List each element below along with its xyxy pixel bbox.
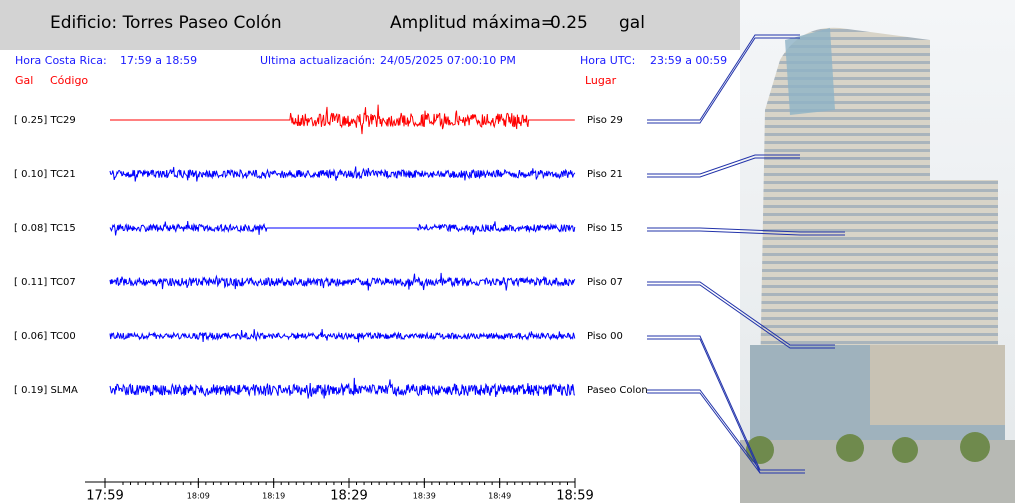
waveform <box>109 272 576 291</box>
label-part: 0.08 <box>21 223 43 234</box>
label-part: ] <box>43 169 50 180</box>
label-part: ] <box>43 385 50 396</box>
max-label: Amplitud máxima= <box>390 13 555 33</box>
max-value: 0.25 <box>550 13 588 33</box>
time-label: 18:49 <box>488 492 511 501</box>
label-part: 0.19 <box>21 385 43 396</box>
label-part: TC29 <box>49 115 75 126</box>
trace-label: [ 0.19] SLMA <box>14 385 78 396</box>
waveform <box>109 329 576 343</box>
leader-line <box>647 34 800 121</box>
label-part: SLMA <box>50 385 78 396</box>
place-label: Piso 29 <box>587 115 623 126</box>
local-range: 17:59 a 18:59 <box>120 54 197 67</box>
leader-line <box>647 230 845 236</box>
label-part: 0.06 <box>21 331 43 342</box>
label-part: ] <box>43 115 50 126</box>
max-unit: gal <box>619 13 645 33</box>
time-label: 18:29 <box>330 489 367 503</box>
time-label: 17:59 <box>86 489 123 503</box>
time-label: 18:59 <box>556 489 593 503</box>
local-label: Hora Costa Rica: <box>15 54 107 67</box>
place-label: Piso 21 <box>587 169 623 180</box>
trace-label: [ 0.11] TC07 <box>14 277 76 288</box>
building-photo <box>740 0 1015 503</box>
place-label: Piso 15 <box>587 223 623 234</box>
label-part: 0.11 <box>21 277 43 288</box>
utc-label: Hora UTC: <box>580 54 635 67</box>
label-part: [ <box>14 169 21 180</box>
leader-line <box>647 227 845 233</box>
building-title: Edificio: Torres Paseo Colón <box>50 13 282 33</box>
leader-line <box>647 389 805 471</box>
label-part: [ <box>14 115 21 126</box>
label-part: 0.25 <box>21 115 43 126</box>
waveform <box>109 166 576 182</box>
trace-label: [ 0.25] TC29 <box>14 115 76 126</box>
trace-label: [ 0.06] TC00 <box>14 331 76 342</box>
leader-line <box>647 284 835 349</box>
place-label: Paseo Colon <box>587 385 648 396</box>
code-header: Código <box>50 74 88 87</box>
leader-line <box>647 154 800 175</box>
time-label: 18:09 <box>187 492 210 501</box>
label-part: ] <box>43 223 50 234</box>
label-part: TC00 <box>49 331 75 342</box>
label-part: ] <box>43 331 50 342</box>
time-label: 18:39 <box>413 492 436 501</box>
label-part: TC15 <box>49 223 75 234</box>
place-label: Piso 00 <box>587 331 623 342</box>
place-header: Lugar <box>585 74 617 87</box>
waveform <box>109 221 576 236</box>
update-value: 24/05/2025 07:00:10 PM <box>380 54 516 67</box>
leader-line <box>647 392 805 474</box>
leader-line <box>647 281 835 346</box>
utc-range: 23:59 a 00:59 <box>650 54 727 67</box>
header-bar <box>0 0 740 50</box>
label-part: [ <box>14 223 21 234</box>
label-part: [ <box>14 277 21 288</box>
label-part: [ <box>14 331 21 342</box>
leader-line <box>647 157 800 178</box>
label-part: [ <box>14 385 21 396</box>
label-part: TC07 <box>49 277 75 288</box>
waveform <box>110 104 575 135</box>
time-label: 18:19 <box>262 492 285 501</box>
label-part: ] <box>43 277 50 288</box>
leader-line <box>647 37 800 124</box>
label-part: 0.10 <box>21 169 43 180</box>
waveform <box>109 377 576 399</box>
gal-header: Gal <box>15 74 33 87</box>
update-label: Ultima actualización: <box>260 54 375 67</box>
label-part: TC21 <box>49 169 75 180</box>
trace-label: [ 0.08] TC15 <box>14 223 76 234</box>
place-label: Piso 07 <box>587 277 623 288</box>
trace-label: [ 0.10] TC21 <box>14 169 76 180</box>
